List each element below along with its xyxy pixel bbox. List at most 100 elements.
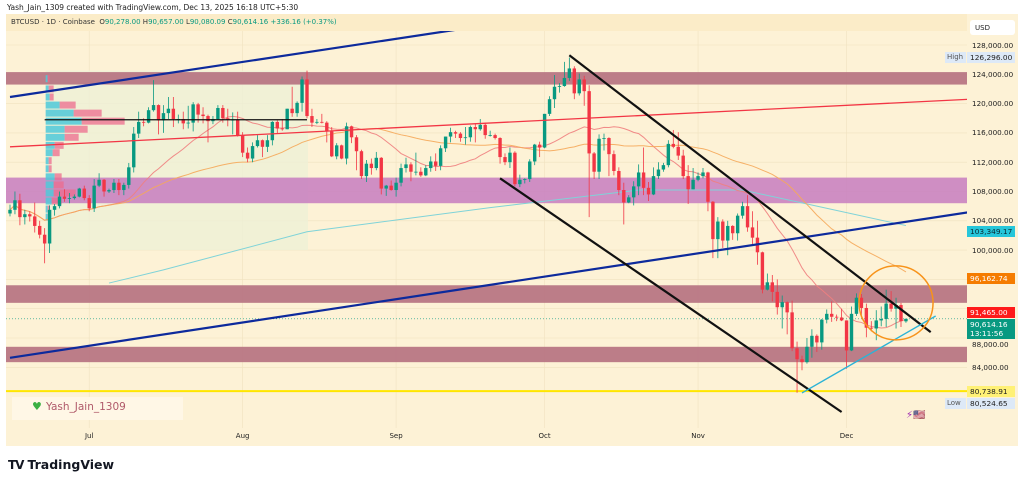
candle-body bbox=[552, 86, 557, 100]
price-label-prefix: High bbox=[945, 51, 966, 63]
candle-body bbox=[810, 335, 814, 347]
candle-body bbox=[706, 172, 710, 202]
candle-body bbox=[780, 302, 784, 308]
volume-profile-down-bar bbox=[47, 205, 50, 213]
candle-body bbox=[617, 170, 621, 191]
candle-body bbox=[112, 182, 116, 191]
price-tick-label: 84,000.00 bbox=[972, 362, 1009, 372]
heart-icon: ♥ bbox=[32, 400, 42, 413]
candle-body bbox=[859, 297, 864, 308]
candle-body bbox=[656, 169, 661, 177]
candle-body bbox=[38, 225, 42, 235]
candle-body bbox=[13, 200, 17, 210]
ma-200-line bbox=[108, 189, 907, 284]
candle-body bbox=[572, 68, 576, 94]
candle-body bbox=[473, 127, 477, 130]
candle-body bbox=[275, 121, 279, 129]
candle-body bbox=[820, 319, 824, 343]
volume-profile-up-bar bbox=[45, 117, 82, 125]
candle-body bbox=[884, 303, 888, 319]
low-value: 90,080.09 bbox=[189, 18, 226, 26]
candle-body bbox=[344, 126, 349, 159]
author-watermark: ♥ Yash_Jain_1309 bbox=[12, 397, 183, 420]
candle-body bbox=[641, 172, 646, 188]
candle-body bbox=[627, 197, 631, 203]
time-tick-label: Sep bbox=[389, 432, 403, 440]
high-value: 90,657.00 bbox=[148, 18, 184, 26]
candle-body bbox=[221, 107, 225, 119]
candle-body bbox=[424, 168, 428, 176]
us-flag-icon[interactable]: 🇺🇸 bbox=[913, 410, 926, 421]
time-tick-label: Jul bbox=[84, 432, 94, 440]
candle-body bbox=[216, 107, 220, 119]
price-label-value: 96,162.74 bbox=[970, 273, 1008, 283]
candle-body bbox=[775, 291, 779, 308]
candle-body bbox=[889, 303, 893, 309]
candle-body bbox=[255, 140, 260, 147]
candle-body bbox=[587, 91, 591, 154]
candle-body bbox=[542, 113, 547, 148]
price-label-value: 91,465.00 bbox=[970, 308, 1008, 318]
candle-body bbox=[632, 186, 636, 198]
price-label-value: 90,614.16 bbox=[970, 320, 1008, 330]
volume-profile-down-bar bbox=[47, 75, 50, 83]
candle-body bbox=[582, 79, 586, 92]
candle-body bbox=[805, 346, 809, 363]
candle-body bbox=[245, 152, 250, 159]
tradingview-logo[interactable]: TV TradingView bbox=[8, 457, 114, 472]
candle-body bbox=[201, 114, 205, 117]
symbol-info[interactable]: BTCUSD · 1D · Coinbase bbox=[11, 18, 95, 26]
ma-50-line bbox=[9, 127, 907, 273]
candle-body bbox=[67, 198, 72, 199]
candle-body bbox=[156, 105, 161, 121]
volume-profile-up-bar bbox=[45, 181, 54, 189]
candle-body bbox=[166, 108, 171, 114]
time-tick-label: Dec bbox=[839, 432, 854, 440]
lightning-icon[interactable]: ⚡ bbox=[906, 410, 914, 421]
candle-body bbox=[270, 121, 275, 141]
candle-body bbox=[364, 163, 369, 177]
candle-body bbox=[419, 171, 423, 176]
candle-body bbox=[453, 132, 458, 134]
volume-profile-down-bar bbox=[53, 181, 64, 189]
candle-body bbox=[731, 225, 735, 234]
currency-button[interactable]: USD bbox=[970, 20, 1015, 35]
candle-body bbox=[671, 143, 675, 147]
candle-body bbox=[577, 79, 581, 94]
price-zone bbox=[6, 285, 967, 303]
candle-body bbox=[844, 320, 849, 351]
candle-body bbox=[146, 110, 151, 123]
volume-profile-down-bar bbox=[51, 197, 62, 205]
candle-body bbox=[107, 190, 111, 192]
candle-body bbox=[265, 140, 270, 147]
candle-body bbox=[716, 221, 720, 240]
volume-profile-up-bar bbox=[45, 109, 74, 117]
candle-body bbox=[834, 316, 839, 318]
candle-body bbox=[676, 146, 680, 156]
candle-body bbox=[448, 132, 453, 137]
volume-profile-down-bar bbox=[52, 149, 60, 157]
volume-profile-up-bar bbox=[45, 133, 65, 141]
candle-body bbox=[82, 188, 86, 199]
candle-body bbox=[696, 176, 700, 180]
candle-body bbox=[181, 118, 185, 124]
candle-body bbox=[567, 68, 572, 78]
candle-body bbox=[379, 157, 383, 189]
candle-body bbox=[592, 153, 596, 172]
candle-body bbox=[339, 145, 344, 159]
price-label-prefix: Low bbox=[945, 397, 966, 409]
candle-body bbox=[721, 221, 725, 241]
candle-body bbox=[290, 108, 294, 114]
candle-body bbox=[52, 206, 57, 210]
candle-body bbox=[547, 99, 552, 114]
candle-body bbox=[409, 164, 413, 172]
candle-body bbox=[72, 196, 77, 199]
open-value: 90,278.00 bbox=[104, 18, 141, 26]
time-tick-label: Nov bbox=[691, 432, 705, 440]
candle-body bbox=[528, 161, 532, 180]
price-label-value: 80,524.65 bbox=[970, 398, 1008, 408]
candle-body bbox=[602, 138, 606, 139]
price-tick-label: 120,000.00 bbox=[972, 99, 1014, 109]
indicator-icons[interactable]: ⚡🇺🇸 bbox=[906, 410, 925, 421]
